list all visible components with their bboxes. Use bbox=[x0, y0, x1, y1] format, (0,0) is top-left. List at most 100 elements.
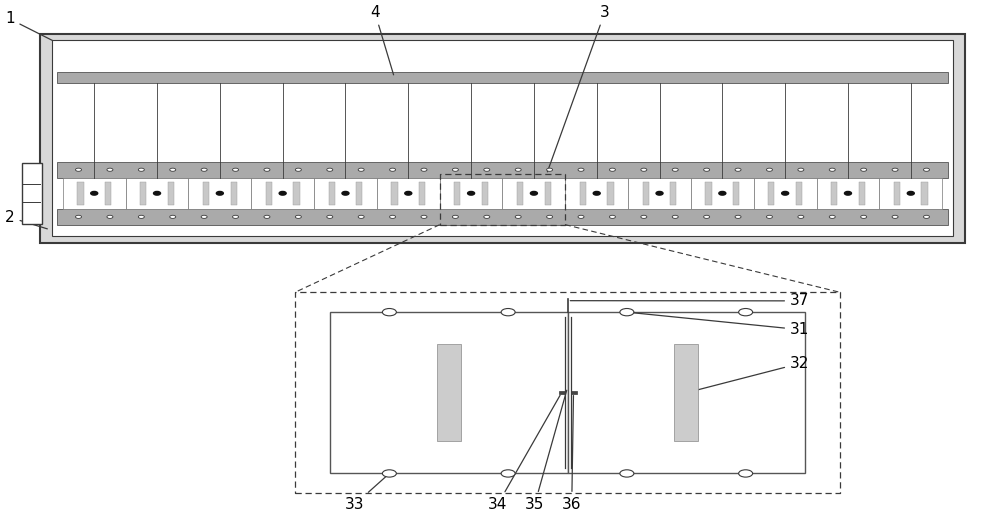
Bar bbox=[40, 34, 965, 243]
Circle shape bbox=[382, 309, 396, 316]
Bar bbox=[879, 177, 942, 209]
Bar bbox=[580, 182, 586, 205]
Circle shape bbox=[264, 168, 270, 171]
Circle shape bbox=[468, 192, 475, 195]
Bar bbox=[391, 182, 398, 205]
Bar bbox=[517, 182, 523, 205]
Circle shape bbox=[233, 215, 239, 218]
Circle shape bbox=[766, 168, 772, 171]
Text: 2: 2 bbox=[5, 210, 47, 229]
Circle shape bbox=[484, 168, 490, 171]
Bar bbox=[670, 182, 676, 205]
Circle shape bbox=[892, 168, 898, 171]
Bar bbox=[754, 177, 817, 209]
Text: 1: 1 bbox=[5, 11, 53, 41]
Bar bbox=[126, 177, 188, 209]
Circle shape bbox=[279, 192, 286, 195]
Circle shape bbox=[264, 215, 270, 218]
Bar bbox=[545, 182, 551, 205]
Bar bbox=[558, 392, 564, 395]
Circle shape bbox=[170, 168, 176, 171]
Text: 32: 32 bbox=[689, 356, 809, 392]
Circle shape bbox=[798, 215, 804, 218]
Circle shape bbox=[641, 215, 647, 218]
Bar bbox=[482, 182, 488, 205]
Circle shape bbox=[327, 215, 333, 218]
Circle shape bbox=[704, 168, 710, 171]
Bar bbox=[817, 177, 879, 209]
Circle shape bbox=[620, 470, 634, 477]
Circle shape bbox=[358, 215, 364, 218]
Circle shape bbox=[138, 168, 144, 171]
Circle shape bbox=[892, 215, 898, 218]
Circle shape bbox=[138, 215, 144, 218]
Bar bbox=[628, 177, 691, 209]
Circle shape bbox=[216, 192, 223, 195]
Bar bbox=[293, 182, 300, 205]
Bar bbox=[57, 209, 948, 224]
Bar bbox=[419, 182, 425, 205]
Bar bbox=[454, 182, 460, 205]
Circle shape bbox=[501, 309, 515, 316]
Circle shape bbox=[452, 215, 458, 218]
Text: 33: 33 bbox=[345, 476, 387, 512]
Circle shape bbox=[620, 309, 634, 316]
Text: 35: 35 bbox=[525, 390, 567, 512]
Circle shape bbox=[547, 168, 553, 171]
Bar bbox=[568, 312, 805, 473]
Bar bbox=[168, 182, 174, 205]
Text: 3: 3 bbox=[547, 5, 610, 172]
Circle shape bbox=[593, 192, 600, 195]
Circle shape bbox=[739, 470, 753, 477]
Bar bbox=[105, 182, 111, 205]
Bar bbox=[570, 392, 576, 395]
Circle shape bbox=[154, 192, 161, 195]
Circle shape bbox=[578, 215, 584, 218]
Circle shape bbox=[390, 168, 396, 171]
Bar bbox=[831, 182, 837, 205]
Circle shape bbox=[358, 168, 364, 171]
Bar bbox=[140, 182, 146, 205]
Circle shape bbox=[547, 215, 553, 218]
Bar bbox=[188, 177, 251, 209]
Circle shape bbox=[766, 215, 772, 218]
Circle shape bbox=[91, 192, 98, 195]
Circle shape bbox=[719, 192, 726, 195]
Bar bbox=[565, 177, 628, 209]
Circle shape bbox=[672, 215, 678, 218]
Bar bbox=[894, 182, 900, 205]
Circle shape bbox=[861, 168, 867, 171]
Circle shape bbox=[170, 215, 176, 218]
Bar bbox=[733, 182, 739, 205]
Circle shape bbox=[342, 192, 349, 195]
Text: 31: 31 bbox=[630, 313, 809, 337]
Circle shape bbox=[107, 168, 113, 171]
Bar bbox=[377, 177, 440, 209]
Circle shape bbox=[829, 215, 835, 218]
Bar bbox=[356, 182, 362, 205]
Bar bbox=[768, 182, 774, 205]
Circle shape bbox=[735, 168, 741, 171]
Circle shape bbox=[923, 168, 929, 171]
Circle shape bbox=[76, 168, 82, 171]
Circle shape bbox=[798, 168, 804, 171]
Bar bbox=[57, 72, 948, 84]
Circle shape bbox=[515, 215, 521, 218]
Circle shape bbox=[829, 168, 835, 171]
Circle shape bbox=[201, 168, 207, 171]
Bar bbox=[314, 177, 377, 209]
Bar bbox=[859, 182, 865, 205]
Circle shape bbox=[735, 215, 741, 218]
Bar bbox=[266, 182, 272, 205]
Text: 36: 36 bbox=[562, 396, 582, 512]
Bar bbox=[52, 40, 953, 236]
Circle shape bbox=[452, 168, 458, 171]
Circle shape bbox=[861, 215, 867, 218]
Circle shape bbox=[923, 215, 929, 218]
Circle shape bbox=[782, 192, 789, 195]
Circle shape bbox=[421, 168, 427, 171]
Circle shape bbox=[530, 192, 537, 195]
Bar bbox=[330, 312, 568, 473]
Circle shape bbox=[484, 215, 490, 218]
Text: 37: 37 bbox=[570, 293, 809, 309]
